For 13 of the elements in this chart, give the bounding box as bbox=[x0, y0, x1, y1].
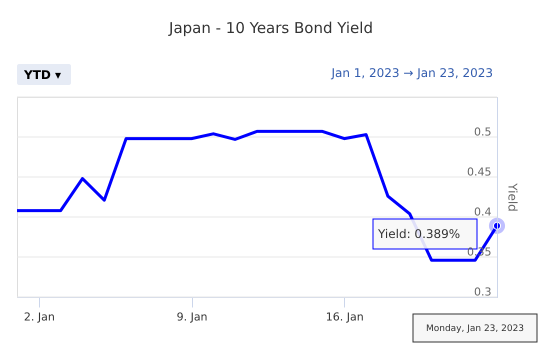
chart-title: Japan - 10 Years Bond Yield bbox=[168, 19, 373, 37]
x-tick-label: 9. Jan bbox=[176, 310, 208, 324]
y-axis-title: Yield bbox=[506, 182, 520, 212]
y-tick-label: 0.5 bbox=[474, 126, 492, 138]
text: Monday, Jan 23, 2023 bbox=[426, 324, 524, 334]
text: Jan 1, 2023 → Jan 23, 2023 bbox=[330, 66, 493, 80]
y-tick-label: 0.3 bbox=[474, 286, 492, 298]
text: YTD ▾ bbox=[23, 68, 62, 82]
y-tick-label: 0.4 bbox=[474, 206, 492, 218]
y-tick-label: 0.45 bbox=[467, 166, 492, 178]
annotation: Yield: 0.389% bbox=[377, 227, 460, 241]
x-tick-label: 16. Jan bbox=[326, 310, 364, 324]
x-tick-label: 2. Jan bbox=[24, 310, 55, 324]
